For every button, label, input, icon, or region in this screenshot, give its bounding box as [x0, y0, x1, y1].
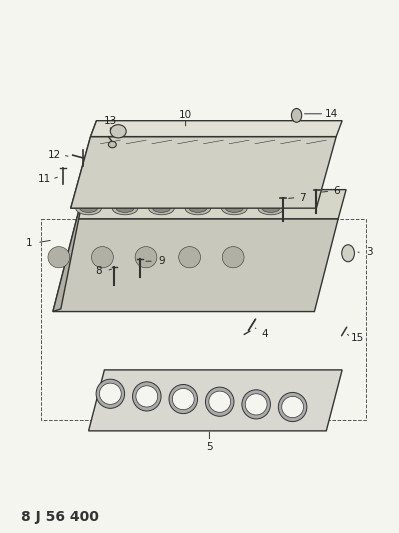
- Text: 1: 1: [26, 238, 32, 248]
- Ellipse shape: [132, 382, 161, 411]
- Ellipse shape: [80, 204, 97, 213]
- Circle shape: [291, 109, 302, 122]
- Ellipse shape: [169, 384, 198, 414]
- Ellipse shape: [282, 397, 304, 418]
- Ellipse shape: [135, 247, 157, 268]
- Text: 11: 11: [38, 174, 51, 184]
- Ellipse shape: [245, 394, 267, 415]
- Ellipse shape: [99, 383, 121, 405]
- Polygon shape: [71, 136, 336, 208]
- Text: 6: 6: [333, 186, 340, 196]
- Ellipse shape: [189, 204, 207, 213]
- Ellipse shape: [185, 201, 211, 215]
- Ellipse shape: [109, 141, 116, 148]
- Text: 14: 14: [324, 109, 338, 119]
- Ellipse shape: [148, 201, 174, 215]
- Ellipse shape: [258, 201, 284, 215]
- Text: 9: 9: [158, 256, 165, 266]
- Ellipse shape: [242, 390, 271, 419]
- Text: 10: 10: [179, 110, 192, 120]
- Text: 8: 8: [95, 266, 102, 276]
- Ellipse shape: [222, 247, 244, 268]
- Ellipse shape: [91, 247, 113, 268]
- Ellipse shape: [179, 247, 200, 268]
- Ellipse shape: [136, 386, 158, 407]
- Polygon shape: [89, 370, 342, 431]
- Ellipse shape: [205, 387, 234, 416]
- Polygon shape: [53, 190, 85, 312]
- Text: 3: 3: [367, 247, 373, 257]
- Circle shape: [342, 245, 354, 262]
- Text: 15: 15: [351, 333, 364, 343]
- Text: 13: 13: [104, 116, 117, 126]
- Ellipse shape: [225, 204, 243, 213]
- Polygon shape: [71, 120, 97, 208]
- Text: 5: 5: [206, 442, 213, 452]
- Ellipse shape: [112, 201, 138, 215]
- Ellipse shape: [262, 204, 280, 213]
- Text: 4: 4: [262, 329, 268, 340]
- Polygon shape: [91, 120, 342, 136]
- Ellipse shape: [152, 204, 170, 213]
- Polygon shape: [77, 190, 346, 219]
- Ellipse shape: [279, 392, 307, 422]
- Ellipse shape: [111, 125, 126, 138]
- Text: 12: 12: [48, 150, 61, 160]
- Text: 7: 7: [299, 192, 306, 203]
- Ellipse shape: [76, 201, 101, 215]
- Ellipse shape: [96, 379, 124, 408]
- Ellipse shape: [221, 201, 247, 215]
- Ellipse shape: [172, 389, 194, 410]
- Polygon shape: [53, 219, 338, 312]
- Text: 8 J 56 400: 8 J 56 400: [21, 511, 99, 524]
- Ellipse shape: [209, 391, 231, 413]
- Ellipse shape: [116, 204, 134, 213]
- Ellipse shape: [48, 247, 70, 268]
